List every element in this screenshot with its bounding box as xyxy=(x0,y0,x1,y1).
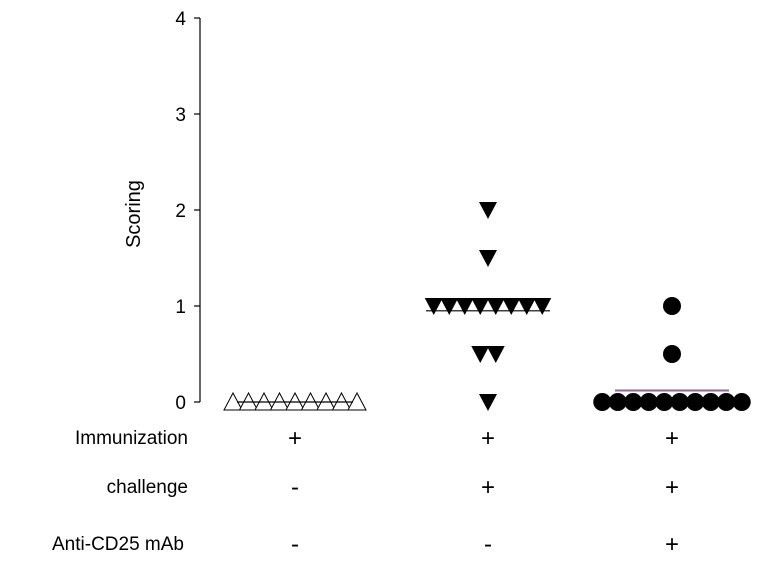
data-point xyxy=(717,393,736,411)
condition-sign: + xyxy=(480,425,496,452)
y-axis: 0 1 2 3 4 xyxy=(175,9,201,414)
condition-sign: + xyxy=(664,425,680,452)
data-points xyxy=(223,202,751,411)
data-point xyxy=(686,393,705,411)
data-point xyxy=(502,298,521,315)
data-point xyxy=(486,346,505,363)
data-point xyxy=(455,298,474,315)
y-tick-label: 4 xyxy=(175,9,186,30)
condition-sign: - xyxy=(484,531,492,558)
data-point xyxy=(670,393,689,411)
data-point xyxy=(663,345,681,363)
data-point xyxy=(479,250,497,267)
data-point xyxy=(471,298,490,315)
y-tick-label: 3 xyxy=(175,105,186,126)
data-point xyxy=(624,393,643,411)
data-point xyxy=(440,298,459,315)
data-point xyxy=(608,393,627,411)
condition-sign: + xyxy=(480,474,496,501)
y-tick-label: 1 xyxy=(175,297,186,318)
data-point xyxy=(533,298,552,315)
data-point xyxy=(517,298,536,315)
condition-label: Immunization xyxy=(75,428,188,449)
condition-sign: + xyxy=(287,425,303,452)
condition-sign: + xyxy=(664,531,680,558)
data-point xyxy=(593,393,612,411)
condition-label: challenge xyxy=(106,477,188,498)
data-point xyxy=(701,393,720,411)
condition-label: Anti-CD25 mAb xyxy=(52,534,184,555)
y-axis-label: Scoring xyxy=(123,180,145,248)
y-tick-label: 0 xyxy=(175,393,186,414)
data-point xyxy=(732,393,751,411)
condition-sign: - xyxy=(291,474,299,501)
data-point xyxy=(663,297,681,315)
data-point xyxy=(639,393,658,411)
condition-sign: + xyxy=(664,474,680,501)
data-point xyxy=(424,298,443,315)
data-point xyxy=(655,393,674,411)
condition-sign: - xyxy=(291,531,299,558)
data-point xyxy=(479,202,497,219)
data-point xyxy=(471,346,490,363)
data-point xyxy=(479,394,497,411)
mean-lines xyxy=(237,310,729,403)
data-point xyxy=(486,298,505,315)
y-tick-label: 2 xyxy=(175,201,186,222)
